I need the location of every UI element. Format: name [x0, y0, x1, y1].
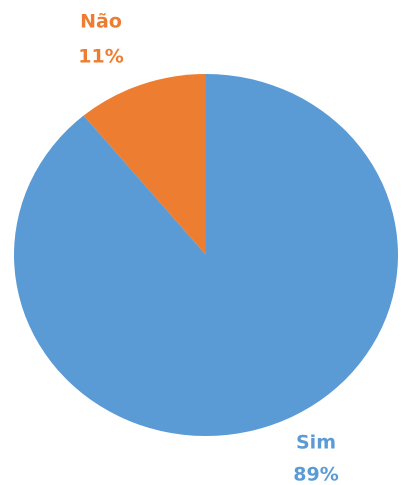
slice-category-label: Sim	[296, 432, 336, 454]
slice-value-label: 11%	[78, 46, 123, 68]
slice-category-label: Não	[80, 11, 122, 33]
pie-slice	[13, 74, 398, 437]
slice-value-label: 89%	[293, 464, 338, 485]
pie-slice	[83, 74, 206, 255]
